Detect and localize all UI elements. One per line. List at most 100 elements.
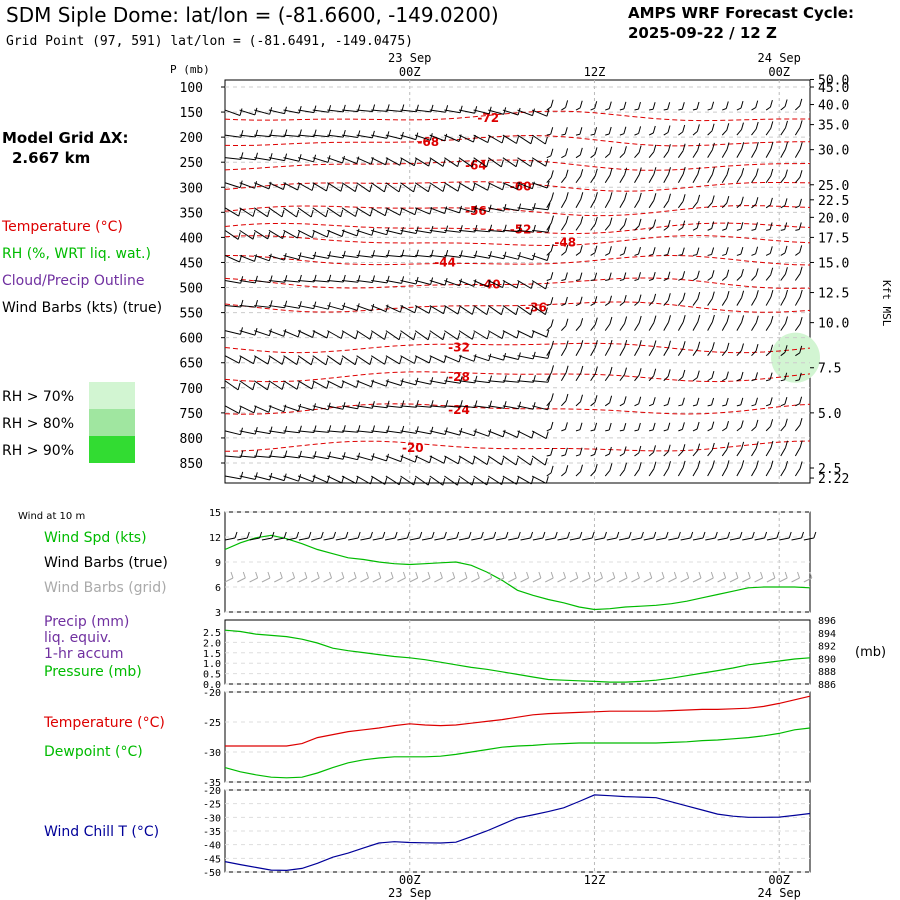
- wind-barb: [444, 109, 461, 114]
- wind-barb: [619, 469, 625, 477]
- wind-barb-flag: [328, 251, 331, 259]
- wind-barb-grid-flag: [452, 571, 456, 579]
- precip-panel-frame: [224, 619, 811, 685]
- wind-barb: [298, 305, 314, 310]
- wind-barb-flag: [401, 425, 405, 434]
- wind-barb-10m: [532, 537, 543, 541]
- wind-barb: [458, 109, 475, 114]
- wind-barb-flag: [384, 357, 388, 365]
- wind-barb-flag: [711, 442, 715, 451]
- wind-barb: [765, 403, 771, 407]
- wind-barb-flag: [237, 382, 241, 391]
- wind-chill-line: [224, 794, 811, 872]
- wind-barb-flag: [459, 250, 463, 258]
- wind-barb: [634, 301, 640, 306]
- wind-barb-flag: [682, 314, 686, 323]
- wind-barb-flag: [741, 167, 745, 176]
- temp-panel-frame: [224, 691, 811, 783]
- wind-barb-flag: [297, 182, 301, 191]
- wind-barb-flag: [594, 216, 598, 225]
- wind-barb: [722, 228, 727, 231]
- wind-barb: [634, 322, 640, 331]
- wind-barb: [590, 153, 596, 159]
- wind-barb: [517, 229, 534, 233]
- wind-barb-flag: [770, 440, 774, 449]
- wind-barb: [224, 405, 240, 414]
- wind-barb: [298, 455, 315, 459]
- wind-barb-grid-flag: [686, 571, 690, 579]
- wind-barb-flag: [544, 457, 548, 466]
- wind-barb-flag: [515, 307, 519, 315]
- wind-barb: [517, 157, 532, 167]
- wind-barb: [444, 229, 461, 233]
- wind-barb-flag: [652, 422, 656, 431]
- wind-barb-flag: [500, 159, 504, 167]
- wind-barb: [385, 355, 400, 365]
- wind-barb-flag: [459, 205, 462, 214]
- wind-barb: [283, 229, 298, 239]
- wind-barb-grid: [643, 577, 652, 583]
- pressure-tick-label: 300: [180, 181, 203, 196]
- wind-barb: [590, 324, 596, 331]
- wind-barb: [721, 149, 728, 158]
- wind-barb-10m: [409, 537, 420, 541]
- wind-barb-flag: [327, 155, 331, 163]
- wind-barb: [517, 207, 534, 211]
- wind-barb: [560, 176, 567, 184]
- wind-barb-flag: [667, 397, 671, 405]
- wind-barb-flag: [488, 353, 492, 361]
- label-wind-chill: Wind Chill T (°C): [44, 824, 159, 840]
- wind-barb: [795, 251, 800, 256]
- wind-barb: [575, 198, 582, 209]
- wind-barb-grid: [508, 577, 517, 583]
- pressure-tick-label: 886: [818, 680, 836, 691]
- wind-barb-grid: [532, 577, 542, 583]
- wind-barb-flag: [445, 105, 449, 113]
- wind-barb: [414, 182, 429, 193]
- wind-barb-flag: [579, 296, 583, 304]
- wind-barb-flag: [565, 318, 569, 326]
- wind-barb-flag: [770, 315, 774, 324]
- wind-barb: [283, 182, 298, 191]
- wind-barb: [751, 297, 757, 306]
- temperature-line: [225, 695, 811, 747]
- wind-barb-10m: [385, 537, 396, 541]
- wind-barb-flag: [565, 465, 569, 473]
- wind-barb: [327, 157, 343, 164]
- wind-barb-flag: [399, 356, 403, 365]
- wind-barb-flag: [546, 253, 550, 261]
- wind-barb: [707, 404, 712, 407]
- wind-barb-grid: [631, 577, 640, 583]
- wind-barb-flag: [565, 148, 569, 156]
- wind-barb: [604, 199, 611, 209]
- wind-barb: [678, 131, 683, 136]
- wind-barb-flag: [443, 306, 446, 314]
- wind-barb-flag: [682, 460, 686, 469]
- temperature-contour-label: -48: [554, 235, 576, 249]
- grid-point-subtitle: Grid Point (97, 591) lat/lon = (-81.6491…: [6, 34, 413, 49]
- wind-barb-flag: [594, 317, 598, 325]
- wind-barb-flag: [755, 460, 759, 468]
- wind-barb: [253, 380, 268, 391]
- wind-barb-flag: [487, 135, 491, 143]
- wind-barb-grid-flag: [599, 571, 603, 579]
- wind-barb: [663, 376, 669, 382]
- wind-barb-flag: [550, 243, 554, 252]
- wind-barb-flag: [238, 406, 242, 414]
- wind-barb-grid: [458, 577, 468, 583]
- wind-barb-flag: [254, 254, 257, 262]
- wind-barb-flag: [471, 477, 475, 486]
- wind-barb-flag: [267, 382, 270, 390]
- wind-barb: [458, 254, 475, 259]
- wind-barb-grid-flag: [636, 571, 640, 579]
- temperature-contour: [224, 222, 811, 234]
- wind-barb: [327, 134, 344, 138]
- wind-barb-flag: [427, 332, 431, 340]
- wind-barb: [254, 157, 271, 161]
- height-tick-label: 10.0: [818, 317, 849, 332]
- wind-barb-flag: [313, 105, 317, 113]
- wind-barb-grid: [372, 577, 382, 583]
- wind-barb-grid: [606, 577, 616, 583]
- wind-barb-flag: [608, 101, 612, 109]
- wind-barb-flag: [340, 357, 343, 365]
